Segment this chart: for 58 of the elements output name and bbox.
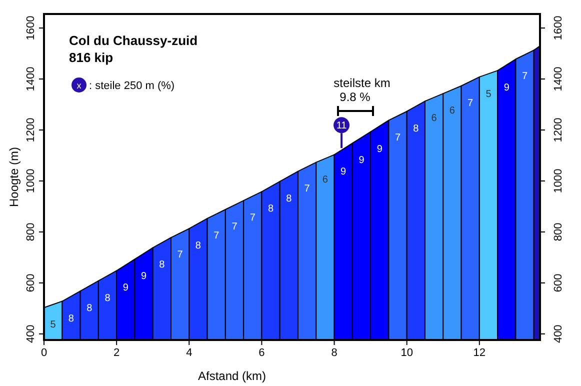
annotation: 8 [268,204,274,215]
annotation: 7 [214,230,220,242]
annotation: 5 [486,88,492,100]
y-tick-label: 1000 [25,168,37,194]
y-tick-label: 600 [25,274,37,292]
x-tick-label: 6 [258,346,265,359]
x-tick-label: 2 [114,346,120,359]
annotation: 7 [522,71,528,82]
annotation: 9.8 % [340,90,371,104]
annotation: 7 [177,250,184,261]
annotation: steilste km [334,76,390,90]
annotation: 8 [413,123,420,134]
annotation: 8 [286,193,292,204]
annotation: 9 [376,144,383,155]
annotation: 7 [250,212,256,224]
annotation: 6 [449,106,456,117]
annotation: : steile 250 m (%) [89,80,175,92]
annotation: 8 [68,313,74,324]
annotation: x [76,80,82,90]
annotation: 11 [336,120,348,132]
y2-tick-label: 600 [552,274,565,292]
y2-tick-label: 1000 [552,168,565,194]
annotation: 8 [86,303,93,314]
annotation: 7 [232,222,238,232]
annotation: 9 [340,166,347,178]
annotation: 8 [104,292,111,304]
x-tick-label: 12 [473,346,486,359]
y-tick-label: 400 [25,324,37,344]
y-tick-label: 1200 [25,118,37,142]
x-tick-label: 4 [186,346,192,359]
y2-tick-label: 1400 [552,66,565,92]
y2-tick-label: 1600 [552,16,565,40]
annotation: 9 [122,282,129,294]
y2-tick-label: 1200 [552,118,565,142]
annotation: 5 [50,320,56,331]
x-tick-label: 10 [400,346,413,359]
annotation: 7 [468,98,474,109]
legend-circle-icon: x [72,78,86,92]
y-tick-label: 1400 [25,66,37,92]
y-tick-label: 800 [25,222,37,242]
y-axis-title: Hoogte (m) [7,146,21,208]
text: Col du Chaussy-zuid [69,33,198,48]
annotation: 8 [159,260,166,271]
annotation: 9 [504,82,510,94]
annotation: 7 [394,132,401,144]
annotation: 6 [431,113,438,124]
annotation: 9 [141,271,147,282]
x-tick-label: 0 [40,346,48,359]
annotation: 9 [358,155,365,166]
y2-tick-label: 800 [552,222,565,242]
y-tick-label: 1600 [25,16,37,40]
annotation: 7 [304,183,310,194]
annotation: 6 [322,174,328,186]
annotation: 8 [195,240,202,252]
text: 816 kip [69,50,114,65]
y2-tick-label: 400 [552,324,565,344]
x-tick-label: 8 [331,346,338,359]
x-axis-title: Afstand (km) [198,369,266,383]
